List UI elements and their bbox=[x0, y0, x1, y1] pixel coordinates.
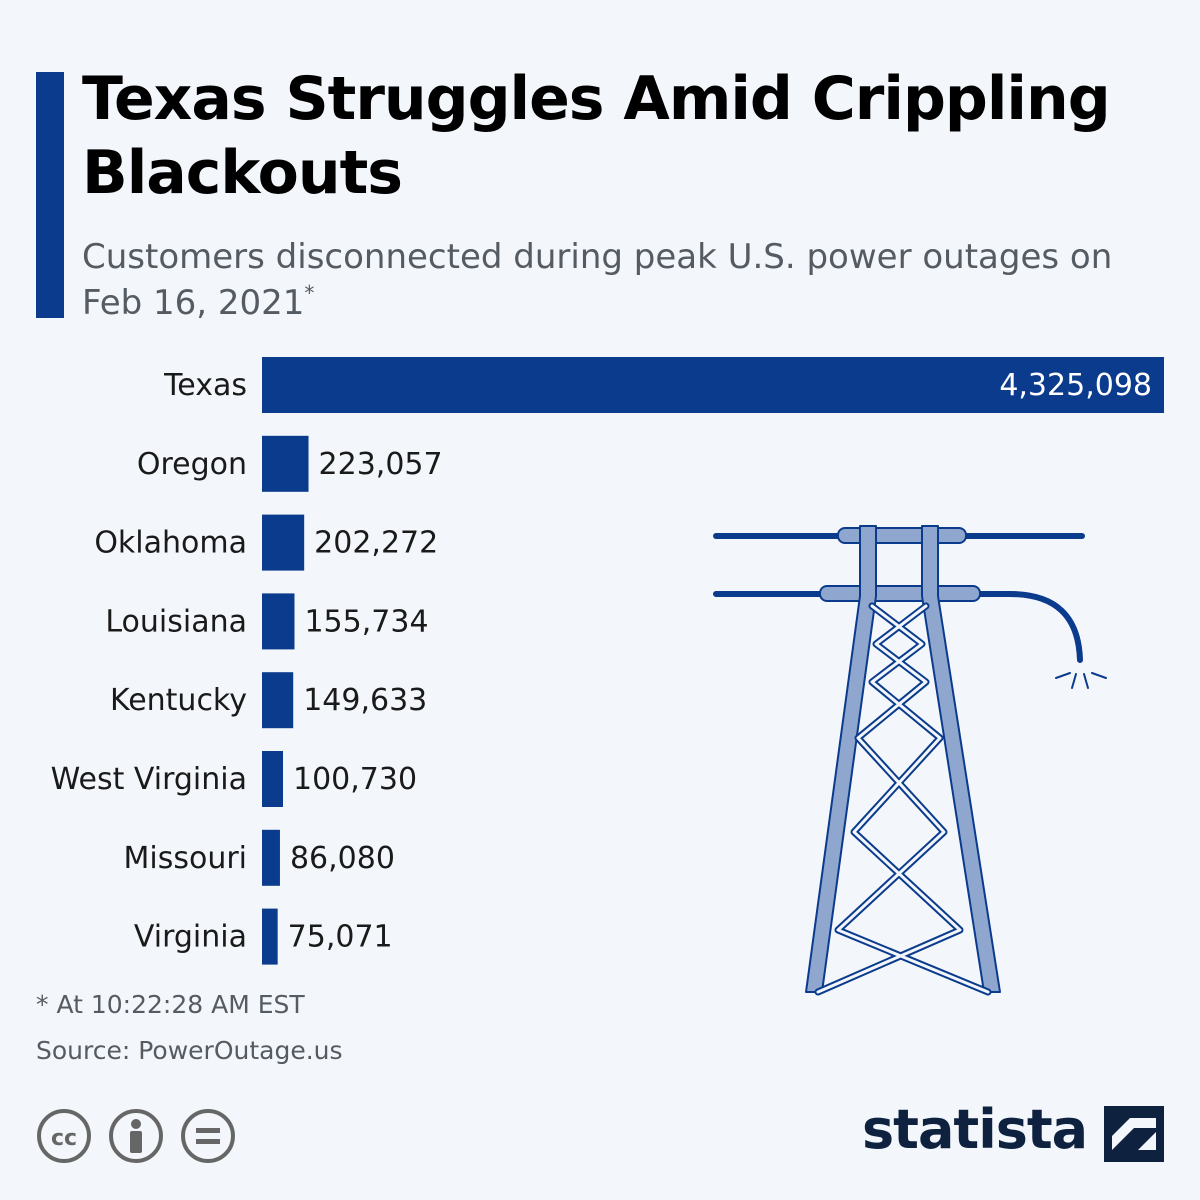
category-label: Missouri bbox=[123, 841, 247, 876]
value-label: 75,071 bbox=[288, 920, 393, 955]
no-derivatives-icon[interactable] bbox=[181, 1109, 235, 1163]
bar-texas[interactable] bbox=[262, 357, 1164, 413]
chart-title: Texas Struggles Amid Crippling Blackouts bbox=[82, 64, 1111, 208]
category-label: West Virginia bbox=[51, 762, 247, 797]
power-tower-icon bbox=[713, 525, 1107, 996]
subtitle-text: Customers disconnected during peak U.S. … bbox=[82, 237, 1113, 323]
cc-icon[interactable]: cc bbox=[37, 1109, 91, 1163]
subtitle-footnote-mark: * bbox=[304, 281, 315, 305]
statista-logo-text[interactable]: statista bbox=[862, 1098, 1088, 1161]
value-label: 223,057 bbox=[319, 447, 443, 482]
value-label: 100,730 bbox=[293, 762, 417, 797]
value-label: 86,080 bbox=[290, 841, 395, 876]
bar-missouri[interactable] bbox=[262, 829, 280, 886]
bar-kentucky[interactable] bbox=[262, 672, 294, 729]
bar-virginia[interactable] bbox=[262, 908, 278, 965]
value-label: 155,734 bbox=[304, 604, 428, 639]
bar-louisiana[interactable] bbox=[262, 593, 295, 650]
value-label: 4,325,098 bbox=[999, 368, 1152, 403]
title-accent-bar bbox=[36, 72, 64, 318]
value-label: 149,633 bbox=[303, 683, 427, 718]
category-label: Kentucky bbox=[110, 683, 247, 718]
statista-logo-icon[interactable] bbox=[1104, 1106, 1164, 1162]
license-icons[interactable]: cc bbox=[36, 1108, 246, 1164]
footnote: * At 10:22:28 AM EST bbox=[36, 990, 305, 1019]
bar-oklahoma[interactable] bbox=[262, 514, 305, 571]
bar-west-virginia[interactable] bbox=[262, 751, 284, 807]
svg-text:cc: cc bbox=[51, 1126, 77, 1151]
category-label: Louisiana bbox=[105, 604, 247, 639]
source-link[interactable]: Source: PowerOutage.us bbox=[36, 1036, 343, 1065]
category-label: Oregon bbox=[137, 447, 247, 482]
category-label: Virginia bbox=[134, 920, 247, 955]
bar-chart: Texas 4,325,098 Oregon 223,057 Oklahoma 202,2… bbox=[51, 357, 1164, 965]
category-label: Texas bbox=[163, 368, 247, 403]
attribution-icon[interactable] bbox=[109, 1109, 163, 1163]
category-label: Oklahoma bbox=[94, 526, 247, 561]
bar-oregon[interactable] bbox=[262, 435, 309, 492]
chart-subtitle: Customers disconnected during peak U.S. … bbox=[82, 234, 1172, 326]
value-label: 202,272 bbox=[314, 526, 438, 561]
